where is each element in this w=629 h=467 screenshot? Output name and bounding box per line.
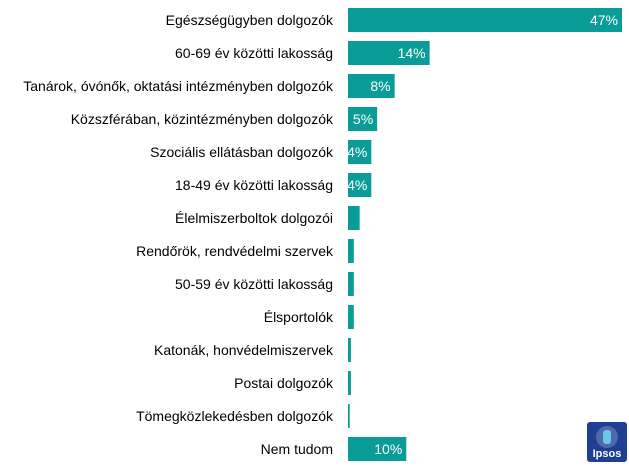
- category-label: Közszférában, közintézményben dolgozók: [71, 111, 334, 127]
- logo-text: Ipsos: [592, 448, 622, 460]
- bar: [348, 272, 354, 296]
- data-label: 4%: [347, 177, 367, 193]
- bar: [348, 239, 354, 263]
- category-label: Postai dolgozók: [234, 375, 334, 391]
- category-label: Élelmiszerboltok dolgozói: [175, 210, 333, 226]
- bar: [348, 305, 354, 329]
- bar: [348, 8, 622, 32]
- bar: [348, 437, 407, 461]
- data-label: 8%: [370, 78, 390, 94]
- bar: [348, 206, 360, 230]
- category-label: Tömegközlekedésben dolgozók: [136, 408, 334, 424]
- category-label: Nem tudom: [261, 441, 333, 457]
- data-label: 10%: [374, 441, 402, 457]
- category-label: Tanárok, óvónők, oktatási intézményben d…: [23, 78, 334, 94]
- category-label: Rendőrök, rendvédelmi szervek: [136, 243, 334, 259]
- category-label: 18-49 év közötti lakosság: [175, 177, 333, 193]
- data-label: 5%: [353, 111, 373, 127]
- bar: [348, 107, 378, 131]
- bar: [348, 41, 430, 65]
- bar: [348, 338, 351, 362]
- bar: [348, 404, 350, 428]
- bar: [348, 140, 372, 164]
- category-label: Élsportolók: [264, 309, 334, 325]
- category-label: 60-69 év közötti lakosság: [175, 45, 333, 61]
- category-label: Egészségügyben dolgozók: [166, 12, 334, 28]
- bar: [348, 173, 372, 197]
- data-label: 47%: [590, 12, 618, 28]
- category-label: Szociális ellátásban dolgozók: [150, 144, 334, 160]
- category-label: Katonák, honvédelmiszervek: [154, 342, 334, 358]
- bar: [348, 74, 395, 98]
- ipsos-logo-icon: [596, 426, 618, 448]
- data-label: 14%: [398, 45, 426, 61]
- ipsos-logo: Ipsos: [587, 422, 627, 462]
- bar: [348, 371, 351, 395]
- category-label: 50-59 év közötti lakosság: [175, 276, 333, 292]
- data-label: 4%: [347, 144, 367, 160]
